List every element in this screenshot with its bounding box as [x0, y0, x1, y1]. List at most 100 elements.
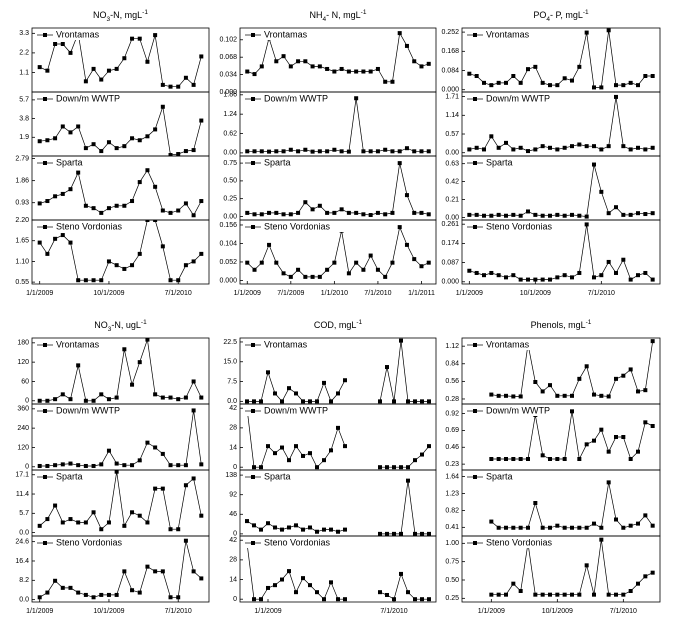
marker	[406, 399, 410, 404]
marker	[496, 525, 501, 530]
legend-bg	[35, 222, 140, 232]
marker	[336, 391, 340, 396]
x-tick-label: 7/1/2010	[165, 290, 192, 297]
marker	[183, 395, 188, 400]
marker	[628, 277, 633, 282]
marker	[303, 59, 308, 64]
marker	[301, 527, 305, 532]
marker	[315, 465, 319, 470]
marker	[385, 531, 389, 536]
marker	[346, 69, 351, 74]
y-tick-label: 92	[229, 492, 237, 499]
marker	[427, 531, 431, 536]
marker	[599, 273, 604, 278]
marker	[511, 74, 516, 78]
marker	[137, 36, 142, 41]
legend-marker	[43, 409, 47, 413]
series-group	[37, 338, 204, 403]
marker	[287, 525, 291, 530]
chart-title: COD, mgL-1	[314, 319, 363, 330]
legend-marker	[473, 97, 477, 101]
legend-label: Vrontamas	[56, 339, 100, 349]
marker	[252, 72, 257, 77]
series-group	[37, 408, 204, 468]
legend-bg	[35, 472, 95, 482]
marker	[346, 149, 351, 154]
marker	[296, 149, 301, 154]
marker	[489, 213, 494, 218]
marker	[53, 463, 58, 468]
marker	[191, 569, 196, 574]
marker	[287, 458, 291, 463]
marker	[37, 463, 42, 468]
marker	[420, 597, 424, 602]
marker	[114, 203, 119, 208]
marker	[643, 147, 648, 152]
marker	[504, 140, 508, 145]
legend-label: Sparta	[486, 157, 513, 167]
title-part: COD, mgL	[314, 320, 357, 330]
marker	[145, 440, 150, 445]
marker	[114, 66, 119, 71]
marker	[562, 213, 567, 218]
marker	[130, 36, 135, 41]
marker	[570, 78, 574, 83]
marker	[145, 564, 150, 569]
marker	[259, 149, 264, 154]
marker	[412, 257, 417, 262]
y-tick-label: 0.102	[219, 37, 237, 44]
marker	[643, 212, 648, 217]
marker	[183, 201, 188, 206]
marker	[53, 42, 58, 46]
marker	[106, 259, 111, 264]
marker	[137, 590, 142, 595]
marker	[325, 267, 330, 272]
marker	[281, 212, 286, 217]
marker	[329, 580, 333, 585]
series-group	[245, 96, 431, 154]
y-tick-label: 5.7	[19, 510, 29, 517]
legend-marker	[43, 97, 47, 101]
legend-marker	[251, 225, 255, 229]
x-tick-label: 7/1/2010	[165, 608, 192, 615]
series-line	[247, 225, 429, 278]
series-line	[246, 542, 429, 600]
legend-marker	[251, 33, 255, 37]
y-tick-label: 0	[25, 464, 29, 471]
chart-title: NH4- N, mgL-1	[310, 9, 367, 23]
marker	[548, 213, 552, 218]
y-tick-label: 0.000	[441, 279, 459, 286]
marker	[361, 149, 366, 154]
marker	[368, 69, 373, 74]
marker	[199, 462, 204, 467]
marker	[555, 147, 560, 152]
y-tick-label: 3.8	[19, 115, 29, 122]
marker	[404, 146, 409, 151]
marker	[518, 277, 523, 282]
marker	[252, 597, 256, 602]
marker	[53, 578, 58, 583]
marker	[339, 207, 344, 212]
marker	[37, 595, 42, 600]
marker	[252, 149, 257, 154]
marker	[427, 399, 431, 404]
marker	[621, 257, 626, 262]
y-tick-label: 0.104	[219, 240, 237, 247]
marker	[419, 210, 424, 215]
marker	[199, 251, 204, 256]
marker	[130, 510, 135, 515]
x-tick-label: 1/1/2010	[321, 290, 348, 297]
legend-marker	[251, 161, 255, 165]
legend-bg	[465, 222, 570, 232]
y-tick-label: 1.14	[445, 112, 459, 119]
y-tick-label: 1.12	[445, 343, 459, 350]
y-tick-label: 0.41	[445, 524, 459, 531]
marker	[628, 457, 633, 461]
marker	[168, 84, 173, 89]
marker	[375, 210, 380, 215]
marker	[518, 589, 523, 593]
y-tick-label: 0	[25, 398, 29, 405]
marker	[99, 278, 104, 283]
marker	[504, 275, 508, 280]
